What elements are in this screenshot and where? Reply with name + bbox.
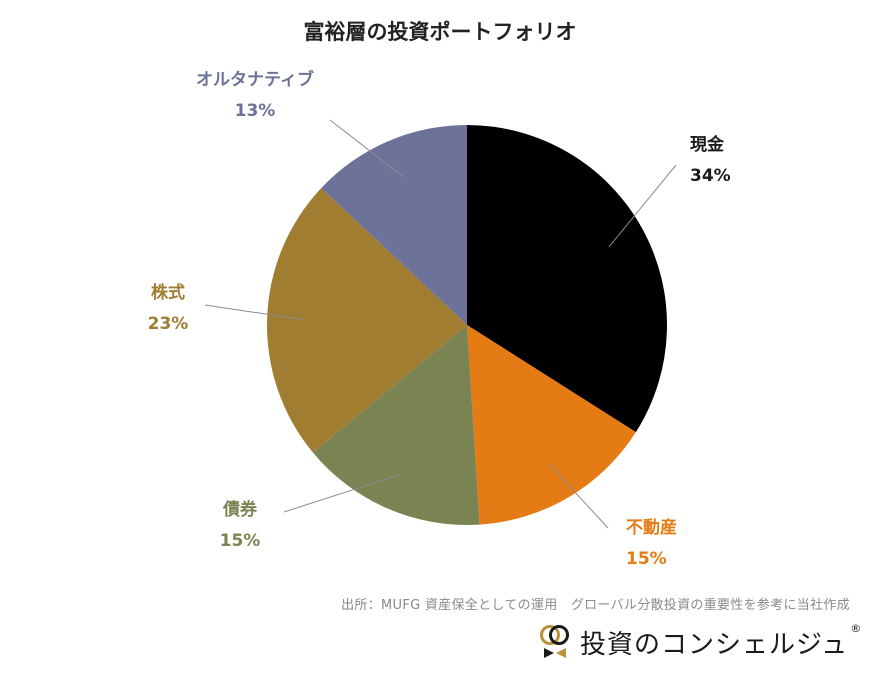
pie-chart: 現金 34% 不動産 15% 債券 15% 株式 23% オルタナティブ 13% <box>148 69 731 569</box>
slice-pct-3: 15% <box>220 531 261 551</box>
logo-text: 投資のコンシェルジュ <box>580 629 849 660</box>
leader-line-4 <box>204 304 306 321</box>
leader-line-3 <box>283 473 403 513</box>
leader-line-2 <box>549 464 609 529</box>
registered-mark: ® <box>850 621 862 635</box>
leader-line-5 <box>329 119 403 177</box>
brand-logo: 投資のコンシェルジュ ® <box>538 622 861 662</box>
leader-line-1 <box>608 164 677 248</box>
slice-pct-4: 23% <box>148 314 189 334</box>
pie-slice-3 <box>312 325 480 525</box>
slice-label-1: 現金 <box>690 134 725 155</box>
rings-icon <box>540 625 569 658</box>
pie-slice-4 <box>266 188 467 453</box>
slice-pct-5: 13% <box>235 101 276 121</box>
slice-label-2: 不動産 <box>626 517 677 538</box>
slice-pct-2: 15% <box>626 549 667 569</box>
source-note: 出所：MUFG 資産保全としての運用 グローバル分散投資の重要性を参考に当社作成 <box>341 598 850 613</box>
slice-pct-1: 34% <box>690 166 731 186</box>
slice-label-3: 債券 <box>222 499 258 520</box>
slice-label-5: オルタナティブ <box>196 69 314 90</box>
pie-slice-1 <box>467 125 667 433</box>
slice-label-4: 株式 <box>151 282 185 303</box>
chart-title: 富裕層の投資ポートフォリオ <box>303 20 577 44</box>
pie-slice-5 <box>321 125 467 325</box>
pie-slice-2 <box>467 325 636 525</box>
